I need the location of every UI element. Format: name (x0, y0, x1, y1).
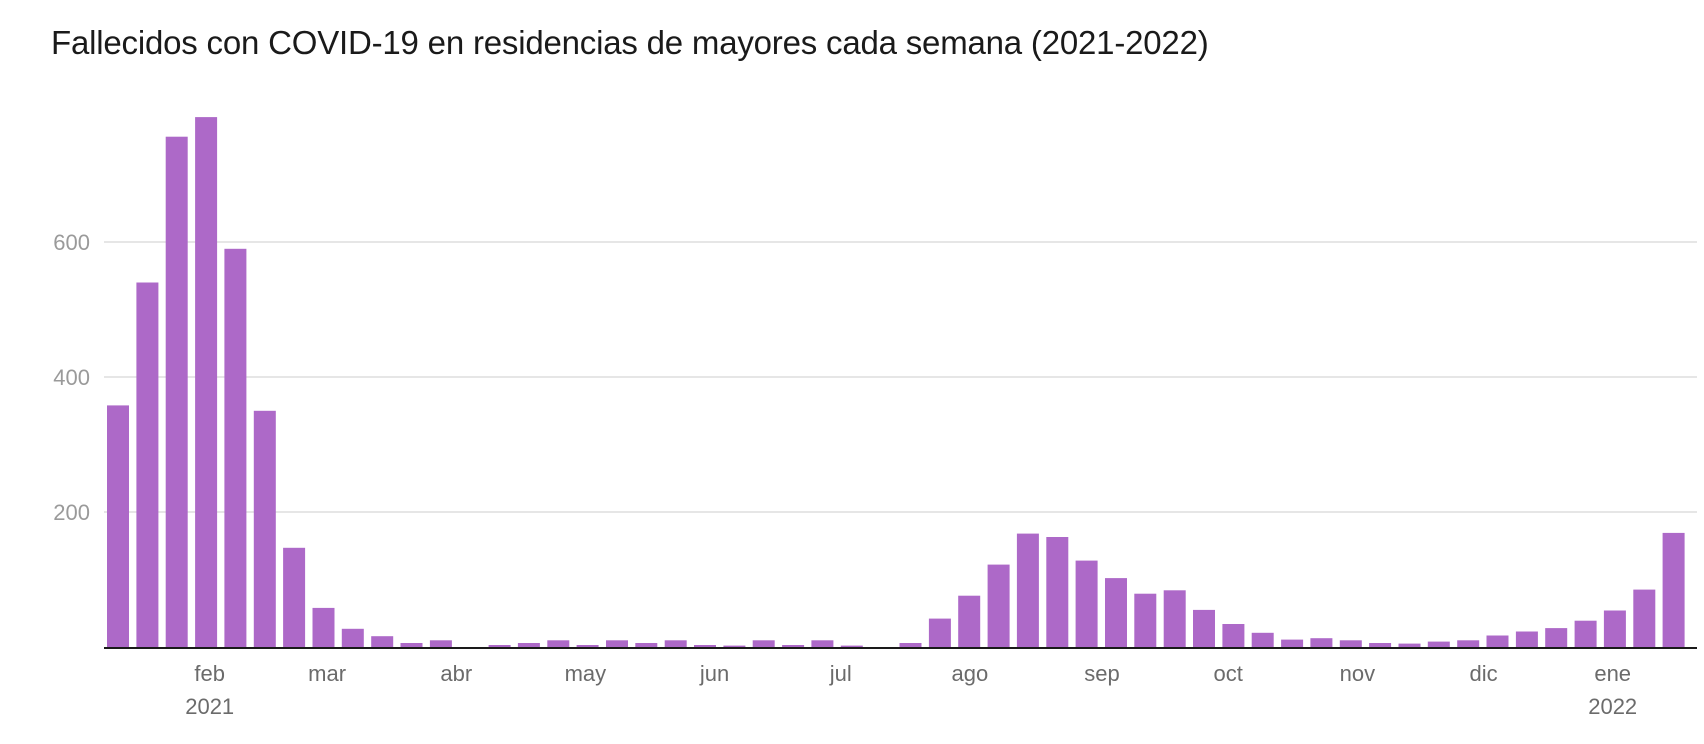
bar[interactable] (1515, 631, 1538, 648)
y-tick-label: 400 (53, 365, 90, 390)
bar[interactable] (1222, 624, 1245, 647)
bar[interactable] (517, 643, 540, 648)
x-tick-label: may (565, 661, 607, 686)
bar[interactable] (1281, 639, 1304, 647)
chart-title: Fallecidos con COVID-19 en residencias d… (51, 24, 1209, 61)
bar[interactable] (224, 248, 247, 648)
bar[interactable] (312, 607, 335, 648)
bar[interactable] (1134, 593, 1157, 647)
bar[interactable] (987, 564, 1010, 647)
x-axis-labels: feb 2021 mar abr may jun jul ago sep oct nov dic ene… (185, 661, 1637, 719)
x-tick-label: jun (699, 661, 729, 686)
bar[interactable] (1193, 609, 1215, 647)
x-tick-label: abr (440, 661, 472, 686)
bar[interactable] (1427, 641, 1450, 647)
bar[interactable] (1163, 590, 1186, 647)
bar[interactable] (1046, 537, 1069, 647)
bar[interactable] (694, 645, 716, 647)
bar[interactable] (165, 136, 188, 647)
y-tick-label: 200 (53, 500, 90, 525)
bar[interactable] (253, 410, 276, 648)
bar[interactable] (107, 405, 129, 648)
x-tick-label: nov (1340, 661, 1375, 686)
bar[interactable] (811, 640, 834, 648)
bar[interactable] (1603, 610, 1626, 648)
bars (107, 117, 1685, 648)
bar[interactable] (723, 645, 746, 647)
bar[interactable] (488, 645, 511, 647)
x-tick-label: ago (952, 661, 989, 686)
y-tick-label: 600 (53, 230, 90, 255)
bar[interactable] (606, 640, 628, 648)
bar[interactable] (1486, 635, 1509, 648)
bar[interactable] (1105, 578, 1127, 647)
bar[interactable] (1398, 643, 1421, 647)
bar[interactable] (899, 643, 922, 648)
x-tick-label: mar (308, 661, 346, 686)
bar[interactable] (371, 636, 394, 647)
bar[interactable] (1574, 620, 1597, 647)
bar[interactable] (1545, 628, 1568, 647)
bar[interactable] (1339, 640, 1362, 648)
x-tick-label: sep (1084, 661, 1119, 686)
bar[interactable] (1369, 643, 1392, 648)
x-tick-year-label: 2021 (185, 694, 234, 719)
bar[interactable] (429, 640, 452, 648)
bar[interactable] (576, 645, 599, 647)
bar[interactable] (782, 645, 805, 647)
x-tick-label: jul (829, 661, 852, 686)
x-tick-label: dic (1470, 661, 1498, 686)
bar[interactable] (341, 628, 364, 647)
bar[interactable] (400, 643, 423, 648)
x-tick-label: feb (194, 661, 225, 686)
bar[interactable] (136, 282, 159, 648)
bar[interactable] (195, 117, 218, 648)
gridlines (104, 241, 1697, 513)
x-tick-year-label: 2022 (1588, 694, 1637, 719)
bar[interactable] (928, 618, 951, 647)
bar[interactable] (283, 547, 306, 647)
bar[interactable] (752, 640, 775, 648)
bar[interactable] (547, 640, 570, 648)
bar[interactable] (1075, 560, 1098, 647)
bar[interactable] (1016, 533, 1039, 647)
bar[interactable] (840, 645, 863, 647)
bar[interactable] (1633, 589, 1656, 647)
bar[interactable] (1251, 632, 1274, 647)
x-tick-label: oct (1214, 661, 1243, 686)
bar[interactable] (1662, 532, 1685, 647)
bar[interactable] (1457, 640, 1480, 648)
x-tick-label: ene (1594, 661, 1631, 686)
y-axis-ticks: 200 400 600 (53, 230, 90, 525)
bar[interactable] (664, 640, 687, 648)
bar[interactable] (958, 595, 981, 647)
bar[interactable] (1310, 638, 1333, 647)
bar[interactable] (635, 643, 658, 648)
